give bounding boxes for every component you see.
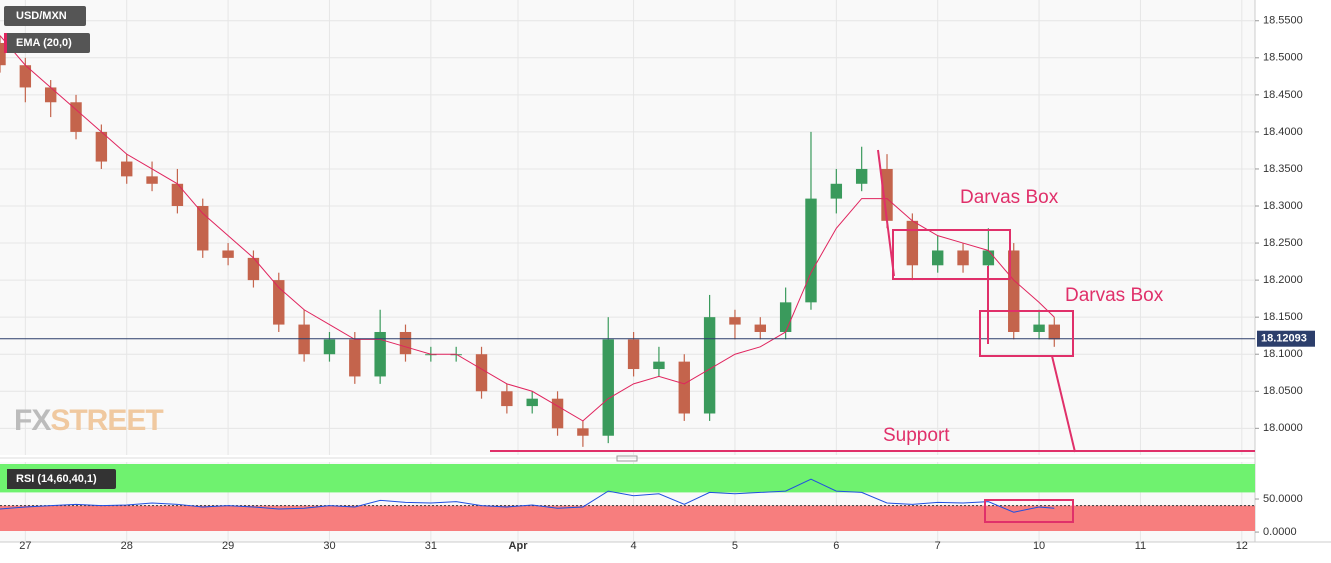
candle-body <box>95 131 108 162</box>
x-tick-label: 7 <box>935 540 941 552</box>
candle-body <box>0 42 6 66</box>
candle-body <box>349 339 361 377</box>
legend-symbol: USD/MXN <box>16 10 67 22</box>
candle-body <box>830 183 843 199</box>
candle-body <box>678 361 690 414</box>
legend-box[interactable] <box>4 33 90 53</box>
candle-body <box>982 250 995 266</box>
watermark-part: FX <box>14 404 51 437</box>
watermark: FXSTREET <box>14 404 163 437</box>
y-tick-label: 18.2000 <box>1263 274 1303 286</box>
y-tick-label: 18.5500 <box>1263 15 1303 27</box>
candle-body <box>475 354 488 392</box>
ema-line <box>0 35 1055 422</box>
x-tick-label: 27 <box>19 540 31 552</box>
darvas-box <box>979 310 1074 357</box>
candle-body <box>729 317 741 325</box>
plot <box>0 35 1255 531</box>
candle-body <box>501 391 513 407</box>
candle-body <box>551 398 564 429</box>
candle-body <box>19 65 32 88</box>
y-tick-label: 18.0500 <box>1263 385 1303 397</box>
resize-handle[interactable] <box>616 455 638 462</box>
candle-body <box>1008 250 1020 332</box>
candle-body <box>754 324 767 332</box>
x-tick-label: 29 <box>222 540 234 552</box>
trend-line <box>1051 355 1076 453</box>
annotation: Darvas Box <box>1065 285 1164 306</box>
candle-body <box>779 302 792 332</box>
y-tick-label: 18.0000 <box>1263 422 1303 434</box>
candle-body <box>1033 324 1045 332</box>
trend-line <box>877 149 895 277</box>
candle-body <box>374 331 386 377</box>
candle-body <box>247 257 260 281</box>
candle-body <box>298 324 310 355</box>
x-tick-label: 28 <box>121 540 133 552</box>
candle-body <box>906 220 919 266</box>
candle-body <box>44 87 57 103</box>
rsi-lower-band <box>0 505 1255 531</box>
candle-body <box>577 428 589 436</box>
x-tick-label: 4 <box>631 540 637 552</box>
candle-body <box>146 176 158 184</box>
y-tick-label: 0.0000 <box>1263 526 1297 538</box>
darvas-box <box>892 229 1011 280</box>
x-tick-label: 11 <box>1135 540 1146 552</box>
annotation: Darvas Box <box>960 187 1059 208</box>
annotation: Support <box>883 425 950 446</box>
candle-body <box>653 361 665 370</box>
candle-body <box>273 280 285 325</box>
y-tick-label: 50.0000 <box>1263 493 1303 505</box>
y-tick-label: 18.5000 <box>1263 52 1303 64</box>
x-tick-label: 5 <box>732 540 738 552</box>
annotation-shapes <box>490 149 1255 523</box>
legend-swatch <box>4 469 7 489</box>
y-tick-label: 18.4000 <box>1263 126 1303 138</box>
rsi-upper-band <box>0 464 1255 493</box>
candle-body <box>627 339 640 370</box>
candle-body <box>323 339 336 355</box>
legend-box[interactable] <box>4 469 116 489</box>
y-tick-label: 18.3500 <box>1263 163 1303 175</box>
legend-indicator: EMA (20,0) <box>16 37 72 49</box>
x-tick-label: 10 <box>1033 540 1045 552</box>
candle-body <box>855 168 868 184</box>
candle-body <box>1048 324 1060 340</box>
candle-body <box>703 317 716 414</box>
candle-body <box>121 161 133 177</box>
rsi-line <box>0 478 1055 513</box>
legend-rsi: RSI (14,60,40,1) <box>16 473 97 485</box>
candle-body <box>805 198 817 303</box>
x-tick-label: 31 <box>425 540 437 552</box>
candle-body <box>197 206 209 251</box>
x-tick-label: Apr <box>509 540 529 552</box>
x-tick-label: 12 <box>1236 540 1248 552</box>
y-tick-label: 18.2500 <box>1263 237 1303 249</box>
candle-body <box>602 339 614 436</box>
candle-body <box>171 183 184 207</box>
candle-body <box>526 398 538 407</box>
candle-body <box>931 250 944 266</box>
legend-box[interactable] <box>4 6 86 26</box>
candle-body <box>957 250 969 266</box>
x-tick-label: 6 <box>833 540 839 552</box>
candle-body <box>399 331 412 355</box>
x-tick-label: 30 <box>323 540 335 552</box>
watermark-part: STREET <box>50 404 163 437</box>
y-tick-label: 18.4500 <box>1263 89 1303 101</box>
y-tick-label: 18.1500 <box>1263 311 1303 323</box>
legend-swatch <box>4 33 7 53</box>
candle-body <box>222 250 234 258</box>
y-tick-label: 18.3000 <box>1263 200 1303 212</box>
candle-body <box>881 168 893 221</box>
rsi-box <box>984 499 1074 523</box>
y-tick-label: 18.1000 <box>1263 348 1303 360</box>
candle-body <box>70 102 82 132</box>
last-price-label: 18.12093 <box>1261 333 1307 345</box>
last-price-tag <box>1257 330 1315 347</box>
main-panel <box>0 0 1255 455</box>
